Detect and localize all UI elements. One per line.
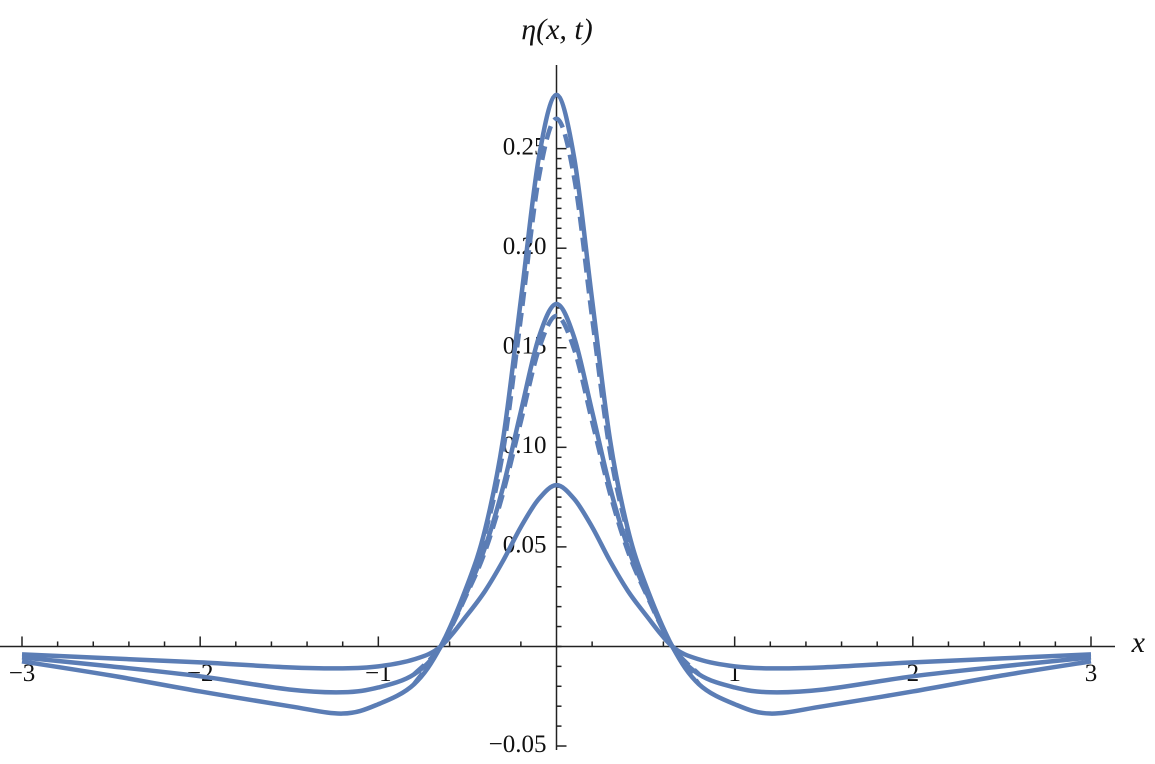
- y-axis-label: η(x, t): [521, 13, 593, 46]
- x-tick-label: 3: [1085, 660, 1098, 687]
- curve: [21, 301, 1092, 695]
- curve: [21, 482, 1092, 671]
- curve: [21, 92, 1092, 716]
- dashed-curve: [412, 313, 701, 676]
- x-tick-label: 2: [907, 660, 920, 687]
- y-tick-label: −0.05: [489, 731, 547, 758]
- x-axis-label: x: [1131, 626, 1146, 659]
- dashed-curve: [412, 116, 701, 686]
